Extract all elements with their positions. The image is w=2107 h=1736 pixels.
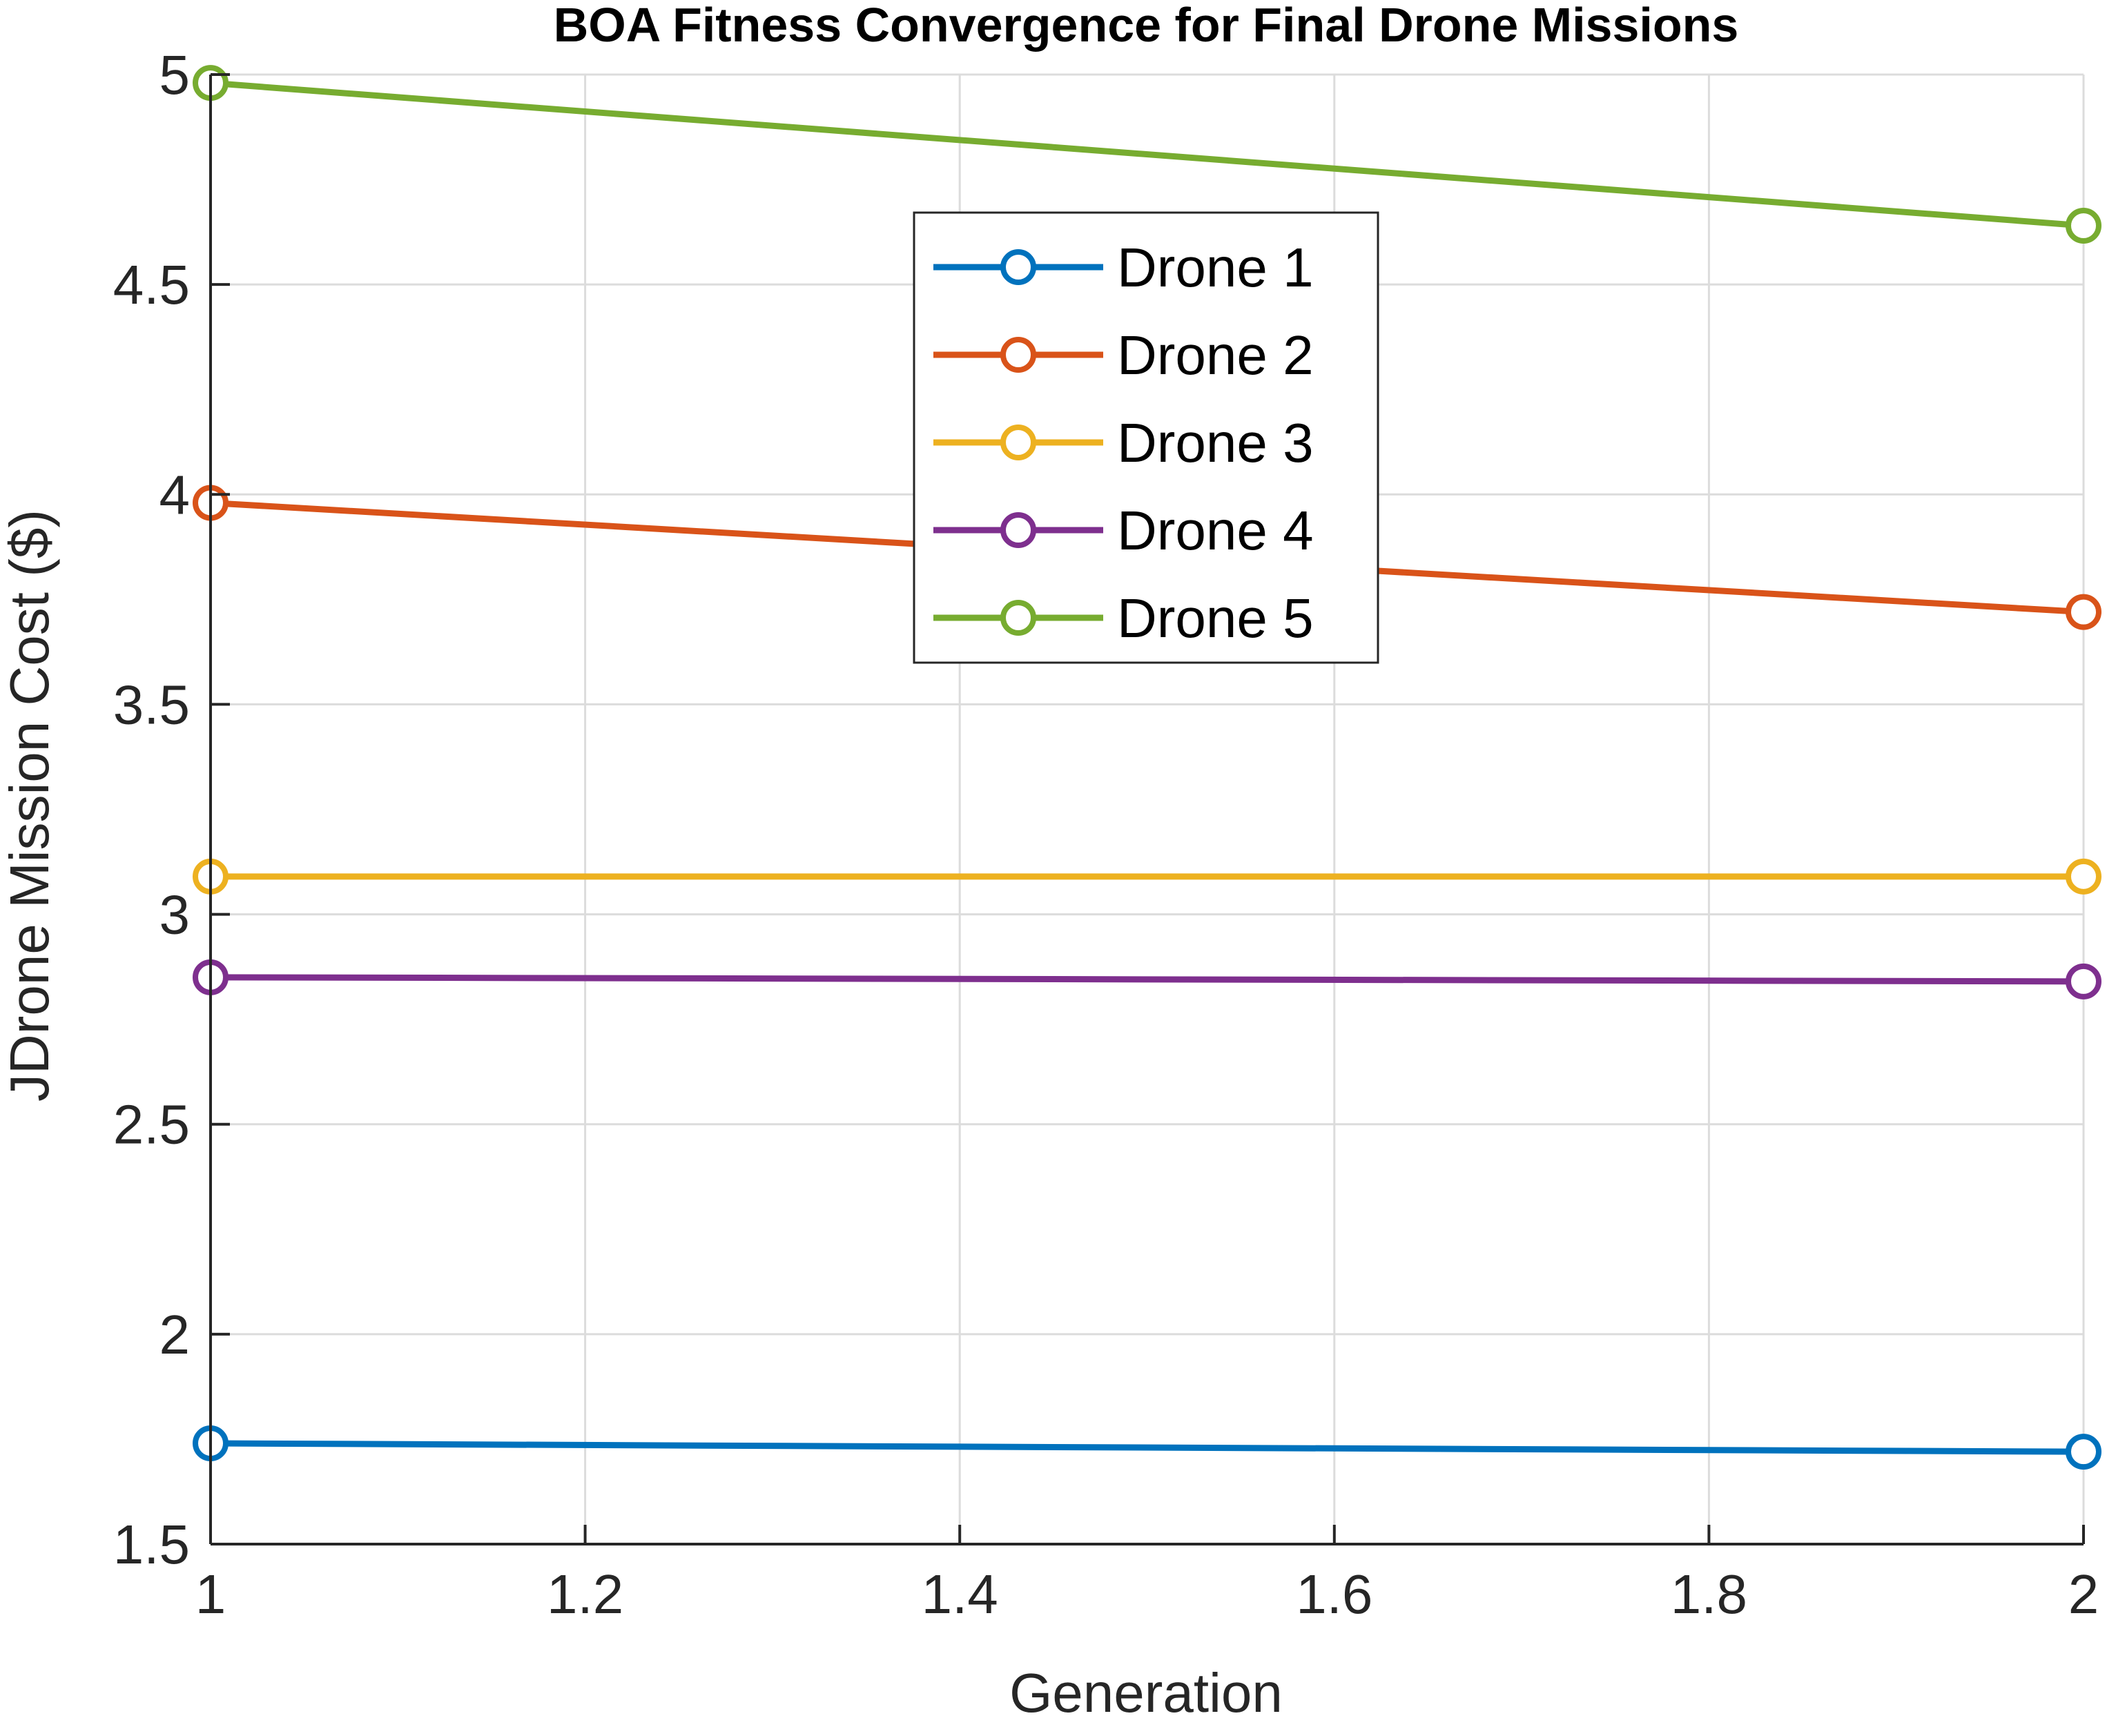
y-axis-label: JDrone Mission Cost ($) bbox=[0, 509, 60, 1102]
x-tick-label: 1.4 bbox=[922, 1563, 998, 1625]
y-tick-label: 5 bbox=[159, 44, 191, 106]
legend-label: Drone 2 bbox=[1117, 324, 1314, 386]
legend-swatch-marker bbox=[1000, 425, 1036, 460]
series-4-point bbox=[2066, 963, 2101, 999]
series-3-point bbox=[2066, 858, 2101, 895]
series-4-line bbox=[210, 974, 2084, 985]
legend-label: Drone 4 bbox=[1117, 500, 1314, 561]
legend-item: Drone 1 bbox=[933, 237, 1314, 298]
axes-layer bbox=[209, 75, 2084, 1545]
series-1-line bbox=[210, 1440, 2084, 1455]
chart-title: BOA Fitness Convergence for Final Drone … bbox=[554, 0, 1739, 52]
legend-item: Drone 4 bbox=[933, 500, 1314, 561]
legend-item: Drone 2 bbox=[933, 324, 1314, 386]
x-tick-label: 1.8 bbox=[1671, 1563, 1747, 1625]
y-tick-label: 2 bbox=[159, 1304, 191, 1365]
y-tick-label: 2.5 bbox=[113, 1094, 190, 1155]
x-tick-label: 1 bbox=[195, 1563, 226, 1625]
legend-item: Drone 3 bbox=[933, 412, 1314, 474]
y-tick-label: 3 bbox=[159, 884, 191, 946]
x-tick-label: 1.2 bbox=[547, 1563, 623, 1625]
y-tick-label: 3.5 bbox=[113, 674, 190, 735]
y-tick-label: 4.5 bbox=[113, 254, 190, 315]
legend-swatch-marker bbox=[1000, 337, 1036, 373]
x-tick-label: 1.6 bbox=[1296, 1563, 1372, 1625]
legend-label: Drone 5 bbox=[1117, 587, 1314, 649]
legend-swatch-marker bbox=[1000, 512, 1036, 548]
legend-label: Drone 3 bbox=[1117, 412, 1314, 474]
series-2-point bbox=[2066, 594, 2101, 630]
y-tick-label: 1.5 bbox=[113, 1514, 190, 1575]
x-axis-label: Generation bbox=[1009, 1662, 1283, 1724]
y-tick-label: 4 bbox=[159, 464, 191, 525]
series-5-line bbox=[210, 79, 2084, 229]
ticks-layer: 1 1.2 1.4 1.6 1.8 2 1.5 2 2.5 3 3.5 4 4.5 5 bbox=[113, 44, 2099, 1625]
legend-label: Drone 1 bbox=[1117, 237, 1314, 298]
legend: Drone 1 Drone 2 Drone 3 Drone 4 Drone 5 bbox=[913, 211, 1379, 664]
x-tick-label: 2 bbox=[2068, 1563, 2099, 1625]
legend-swatch-marker bbox=[1000, 249, 1036, 285]
legend-swatch-marker bbox=[1000, 600, 1036, 636]
legend-items: Drone 1 Drone 2 Drone 3 Drone 4 Drone 5 bbox=[933, 237, 1314, 649]
series-1-point bbox=[2066, 1434, 2101, 1470]
legend-box bbox=[913, 211, 1379, 664]
legend-item: Drone 5 bbox=[933, 587, 1314, 649]
series-5-point bbox=[2066, 207, 2101, 244]
